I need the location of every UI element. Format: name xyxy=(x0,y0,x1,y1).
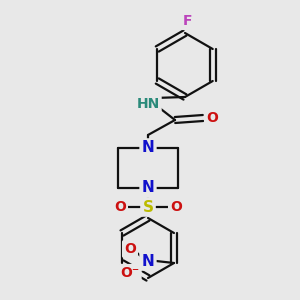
Text: F: F xyxy=(182,14,192,28)
Text: O: O xyxy=(114,200,126,214)
Text: O: O xyxy=(124,242,136,256)
Text: HN: HN xyxy=(136,97,160,111)
Text: O: O xyxy=(206,111,218,125)
Text: S: S xyxy=(142,200,154,214)
Text: O: O xyxy=(170,200,182,214)
Text: O⁻: O⁻ xyxy=(120,266,140,280)
Text: N: N xyxy=(142,254,154,268)
Text: N: N xyxy=(142,140,154,155)
Text: N: N xyxy=(142,181,154,196)
